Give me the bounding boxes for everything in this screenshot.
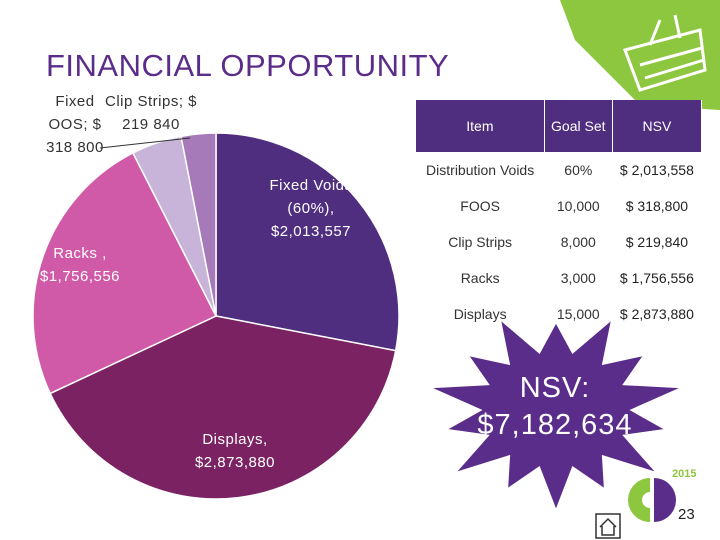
data-label: Fixed Voids (60%), $2,013,557 — [269, 177, 353, 240]
data-label: Fixed OOS; $ 318 800 — [46, 93, 104, 156]
callout: NSV: $7,182,634 — [477, 372, 633, 441]
title: FINANCIAL OPPORTUNITY — [46, 48, 450, 83]
header-cell: NSV — [612, 100, 703, 152]
header-cell: Item — [416, 100, 545, 152]
pie-slice — [215, 132, 400, 352]
table-row: Displays 15,000 $ 2,873,880 — [416, 296, 702, 332]
leader-line — [99, 137, 191, 149]
data-label: Clip Strips; $ 219 840 — [104, 93, 198, 133]
table-cell: $ 318,800 — [625, 198, 689, 214]
corner-shape — [560, 0, 720, 110]
slide-number: 23 — [678, 506, 695, 523]
table-cell: FOOS — [460, 198, 500, 214]
table-cell: Racks — [460, 270, 500, 286]
table-cell: $ 219,840 — [625, 234, 689, 250]
pie — [32, 132, 400, 500]
logo — [628, 478, 676, 522]
table-cell: Displays — [453, 306, 507, 322]
logo-year: 2015 — [672, 468, 697, 480]
table: Item Goal Set NSV Distribution Voids 60% $ 2… — [416, 100, 703, 332]
header-row: Item Goal Set NSV — [416, 100, 703, 152]
table-row: FOOS 10,000 $ 318,800 — [416, 188, 702, 224]
table-cell: $ 1,756,556 — [619, 270, 694, 286]
table-body: Distribution Voids 60% $ 2,013,558 FOOS 10,0… — [416, 152, 702, 332]
pie-slice — [180, 132, 217, 317]
home-icon[interactable] — [595, 513, 621, 539]
table-cell: 10,000 — [556, 198, 600, 214]
table-cell: 8,000 — [560, 234, 596, 250]
pie-slice — [32, 151, 218, 395]
table-cell: 60% — [564, 162, 593, 178]
header-cell: Goal Set — [544, 100, 613, 152]
data-label: Racks , $1,756,556 — [39, 245, 121, 285]
table-cell: 15,000 — [556, 306, 600, 322]
table-row: Clip Strips 8,000 $ 219,840 — [416, 224, 702, 260]
table-row: Racks 3,000 $ 1,756,556 — [416, 260, 702, 296]
table-cell: $ 2,013,558 — [619, 162, 694, 178]
data-label: Displays, $2,873,880 — [194, 431, 276, 471]
table-cell: Distribution Voids — [426, 162, 535, 178]
basket-icon — [623, 14, 707, 92]
table-cell: 3,000 — [560, 270, 596, 286]
table-cell: $ 2,873,880 — [619, 306, 694, 322]
table-cell: Clip Strips — [448, 234, 513, 250]
starburst — [433, 321, 679, 509]
table-row: Distribution Voids 60% $ 2,013,558 — [416, 152, 702, 188]
pie-slice — [49, 315, 397, 500]
